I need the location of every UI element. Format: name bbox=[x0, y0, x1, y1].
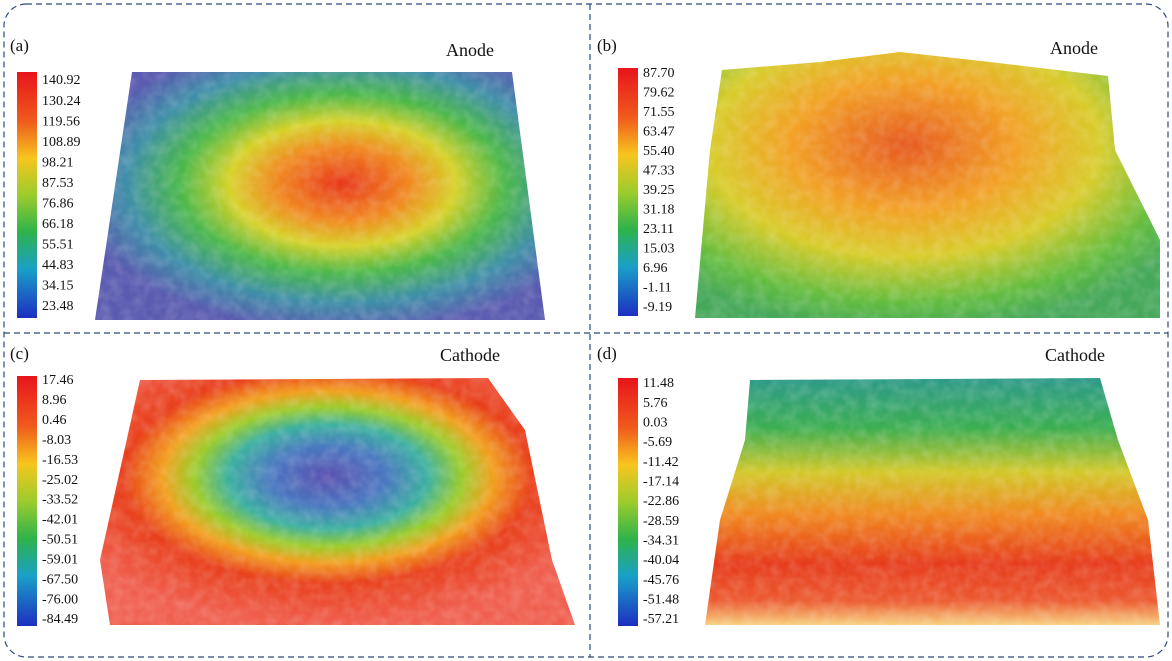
panel-label: (b) bbox=[597, 36, 617, 55]
panel-title: Anode bbox=[446, 40, 494, 60]
colorbar-label: 71.55 bbox=[643, 105, 675, 120]
colorbar-label: 98.21 bbox=[42, 155, 74, 170]
colorbar-label: -22.86 bbox=[643, 494, 679, 509]
colorbar-label: -17.14 bbox=[643, 475, 679, 490]
colorbar-label: 87.70 bbox=[643, 66, 675, 81]
colorbar-label: 6.96 bbox=[643, 261, 668, 276]
panel-label: (d) bbox=[597, 344, 617, 363]
colorbar-label: -8.03 bbox=[42, 433, 71, 448]
colorbar bbox=[618, 68, 638, 316]
surface-map bbox=[705, 378, 1160, 625]
colorbar-label: 8.96 bbox=[42, 393, 67, 408]
colorbar-label: 79.62 bbox=[643, 86, 675, 101]
colorbar-label: 130.24 bbox=[42, 94, 81, 109]
colorbar-label: 47.33 bbox=[643, 164, 675, 179]
colorbar-label: 11.48 bbox=[643, 376, 674, 391]
colorbar-label: -50.51 bbox=[42, 533, 78, 548]
colorbar bbox=[17, 72, 37, 318]
surface-map bbox=[695, 52, 1160, 318]
colorbar-label: 39.25 bbox=[643, 183, 675, 198]
panel-title: Anode bbox=[1050, 38, 1098, 58]
colorbar-label: 76.86 bbox=[42, 196, 74, 211]
colorbar-label: 15.03 bbox=[643, 242, 675, 257]
colorbar-label: -42.01 bbox=[42, 513, 78, 528]
colorbar-label: -76.00 bbox=[42, 592, 78, 607]
colorbar-label: 31.18 bbox=[643, 203, 675, 218]
colorbar-label: -33.52 bbox=[42, 493, 78, 508]
colorbar-label: 87.53 bbox=[42, 176, 74, 191]
colorbar bbox=[618, 378, 638, 626]
colorbar-label: 0.46 bbox=[42, 413, 67, 428]
colorbar-label: 0.03 bbox=[643, 416, 668, 431]
figure-border bbox=[3, 3, 1169, 658]
colorbar-label: -59.01 bbox=[42, 552, 78, 567]
colorbar-label: -5.69 bbox=[643, 435, 672, 450]
colorbar-label: -51.48 bbox=[643, 593, 679, 608]
colorbar-label: 5.76 bbox=[643, 396, 668, 411]
surface-map bbox=[100, 378, 575, 625]
colorbar-label: -34.31 bbox=[643, 534, 679, 549]
colorbar-label: -1.11 bbox=[643, 281, 672, 296]
colorbar-label: 23.11 bbox=[643, 222, 674, 237]
colorbar-label: -45.76 bbox=[643, 573, 679, 588]
colorbar-label: -67.50 bbox=[42, 572, 78, 587]
panel-title: Cathode bbox=[440, 345, 500, 365]
colorbar-label: 55.40 bbox=[643, 144, 675, 159]
colorbar-label: 44.83 bbox=[42, 258, 74, 273]
colorbar-label: 17.46 bbox=[42, 373, 74, 388]
colorbar-label: -28.59 bbox=[643, 514, 679, 529]
panel-label: (c) bbox=[10, 344, 29, 363]
colorbar-label: 55.51 bbox=[42, 238, 74, 253]
colorbar-label: 140.92 bbox=[42, 73, 81, 88]
colorbar-label: -16.53 bbox=[42, 453, 78, 468]
colorbar-label: 63.47 bbox=[643, 125, 675, 140]
colorbar-label: -25.02 bbox=[42, 473, 78, 488]
colorbar-label: -9.19 bbox=[643, 300, 672, 315]
colorbar-label: 119.56 bbox=[42, 114, 80, 129]
surface-map bbox=[95, 72, 545, 320]
colorbar-label: -11.42 bbox=[643, 455, 679, 470]
colorbar-label: -57.21 bbox=[643, 612, 679, 627]
colorbar-label: 66.18 bbox=[42, 217, 74, 232]
panel-label: (a) bbox=[10, 36, 29, 55]
colorbar-label: -40.04 bbox=[643, 553, 679, 568]
panel-title: Cathode bbox=[1045, 345, 1105, 365]
colorbar bbox=[17, 376, 37, 626]
colorbar-label: 23.48 bbox=[42, 299, 74, 314]
colorbar-label: 108.89 bbox=[42, 135, 81, 150]
colorbar-label: 34.15 bbox=[42, 279, 74, 294]
colorbar-label: -84.49 bbox=[42, 612, 78, 627]
